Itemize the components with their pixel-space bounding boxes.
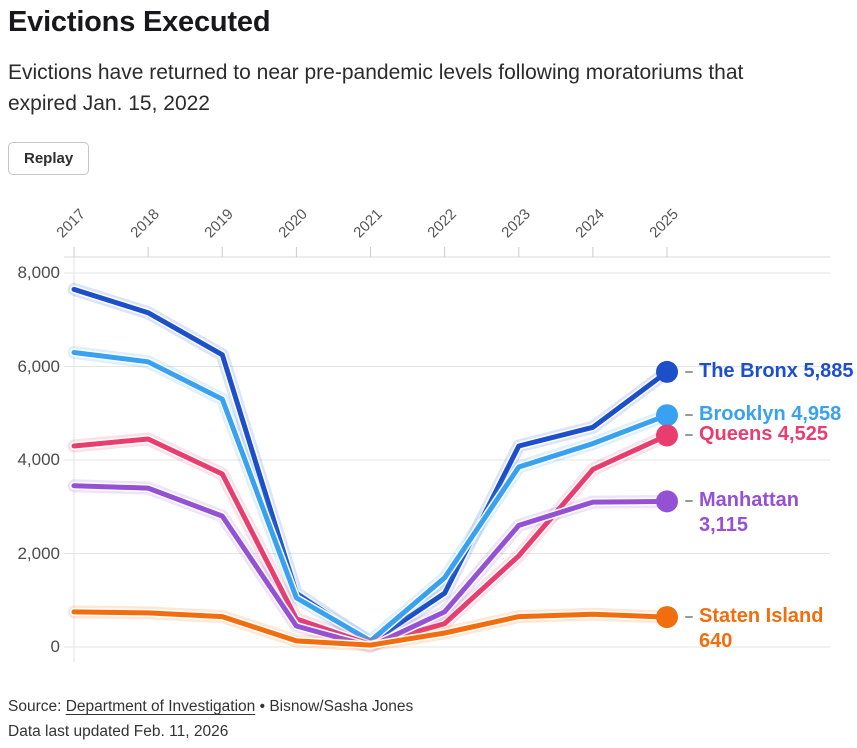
- source-footer: Source: Department of Investigation • Bi…: [8, 694, 413, 744]
- label-connector: [685, 414, 693, 417]
- y-tick-label-6000: 6,000: [17, 356, 60, 376]
- source-credit: Bisnow/Sasha Jones: [269, 698, 414, 715]
- series-end-dot-the-bronx: [656, 360, 678, 383]
- label-connector: [685, 434, 693, 437]
- series-label-line: 3,115: [699, 514, 748, 537]
- series-end-dot-queens: [656, 424, 678, 447]
- y-tick-label-2000: 2,000: [17, 543, 60, 563]
- series-label-line: The Bronx 5,885: [699, 359, 854, 382]
- series-label-line: Brooklyn 4,958: [699, 403, 842, 426]
- series-line-the-bronx: [71, 286, 670, 646]
- line-chart: 2017 2018 2019 2020 2021 2022 2023 2024 2025 8,0…: [0, 195, 857, 665]
- page-title: Evictions Executed: [8, 6, 271, 38]
- series-end-dot-brooklyn: [656, 404, 678, 427]
- series-label-the-bronx: The Bronx 5,885: [699, 359, 854, 384]
- chart-subtitle: Evictions have returned to near pre-pand…: [8, 61, 744, 115]
- series-outline: [70, 481, 671, 651]
- label-connector: [685, 616, 693, 619]
- source-line: Source: Department of Investigation • Bi…: [8, 694, 413, 719]
- series-label-line: Queens 4,525: [699, 423, 828, 446]
- series-label-line: Manhattan: [699, 489, 799, 512]
- series-outline: [70, 285, 671, 647]
- source-prefix: Source:: [8, 698, 66, 715]
- updated-line: Data last updated Feb. 11, 2026: [8, 723, 229, 740]
- plot-area: [64, 247, 830, 662]
- series-label-staten-island: Staten Island 640: [699, 604, 823, 654]
- series-end-dot-staten-island: [656, 606, 678, 629]
- replay-button[interactable]: Replay: [8, 142, 90, 175]
- series-end-dot-manhattan: [656, 490, 678, 513]
- series-label-manhattan: Manhattan 3,115: [699, 488, 799, 538]
- source-link[interactable]: Department of Investigation: [65, 698, 256, 715]
- label-connector: [685, 500, 693, 503]
- y-tick-label-8000: 8,000: [17, 263, 60, 282]
- y-tick-label-4000: 4,000: [17, 450, 60, 469]
- series-label-line: Staten Island: [699, 605, 824, 628]
- y-tick-label-0: 0: [50, 637, 60, 656]
- series-halo-the-bronx: [67, 282, 674, 650]
- series-label-line: 640: [699, 630, 733, 653]
- series-line-staten-island: [71, 609, 670, 648]
- source-separator: •: [255, 698, 270, 715]
- label-connector: [685, 370, 693, 373]
- series-label-brooklyn: Brooklyn 4,958: [699, 402, 841, 427]
- series-label-queens: Queens 4,525: [699, 422, 828, 447]
